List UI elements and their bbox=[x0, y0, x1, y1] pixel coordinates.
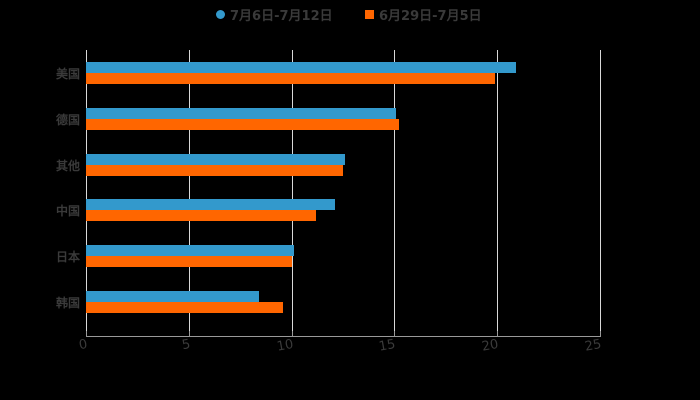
circle-marker-icon bbox=[216, 9, 225, 19]
x-tick bbox=[394, 331, 396, 337]
x-tick bbox=[291, 331, 293, 337]
x-tick-label: 10 bbox=[275, 337, 295, 355]
category-label: 美国 bbox=[55, 67, 80, 81]
bar-previous-week[interactable] bbox=[86, 210, 317, 222]
category-label: 日本 bbox=[55, 250, 80, 265]
bar-previous-week[interactable] bbox=[86, 256, 292, 268]
plot-area bbox=[86, 50, 601, 336]
legend-item-series-1[interactable]: 7月6日-7月12日 bbox=[216, 4, 333, 24]
gridline bbox=[394, 50, 396, 336]
bar-previous-week[interactable] bbox=[86, 302, 284, 313]
x-tick-label: 20 bbox=[480, 337, 500, 355]
x-axis-line bbox=[86, 336, 600, 337]
gridline bbox=[188, 50, 190, 336]
bar-previous-week[interactable] bbox=[86, 164, 343, 176]
x-tick-label: 25 bbox=[583, 337, 603, 355]
legend-label: 6月29日-7月5日 bbox=[379, 8, 482, 24]
gridline bbox=[291, 50, 293, 336]
gridline bbox=[600, 50, 601, 336]
category-label: 德国 bbox=[55, 112, 80, 127]
chart-legend: 7月6日-7月12日 6月29日-7月5日 bbox=[0, 4, 700, 24]
x-tick bbox=[188, 331, 190, 337]
square-marker-icon bbox=[365, 9, 374, 19]
x-tick bbox=[600, 331, 601, 337]
x-tick-label: 5 bbox=[180, 337, 192, 354]
legend-label: 7月6日-7月12日 bbox=[230, 8, 333, 24]
x-tick-label: 15 bbox=[378, 337, 397, 355]
legend-item-series-2[interactable]: 6月29日-7月5日 bbox=[365, 4, 482, 24]
bar-previous-week[interactable] bbox=[86, 73, 496, 84]
gridline bbox=[497, 50, 499, 336]
x-tick bbox=[497, 331, 499, 337]
category-label: 中国 bbox=[55, 204, 80, 219]
category-label: 其他 bbox=[55, 158, 80, 173]
category-label: 韩国 bbox=[55, 296, 80, 310]
bar-current-week[interactable] bbox=[86, 107, 397, 119]
bar-current-week[interactable] bbox=[86, 62, 516, 73]
bar-current-week[interactable] bbox=[86, 199, 335, 211]
bar-current-week[interactable] bbox=[86, 245, 294, 257]
x-tick bbox=[86, 331, 87, 337]
bar-current-week[interactable] bbox=[86, 153, 346, 165]
bar-previous-week[interactable] bbox=[86, 118, 399, 130]
gridline bbox=[86, 50, 87, 336]
bar-current-week[interactable] bbox=[86, 291, 259, 302]
x-tick-label: 0 bbox=[77, 337, 89, 354]
